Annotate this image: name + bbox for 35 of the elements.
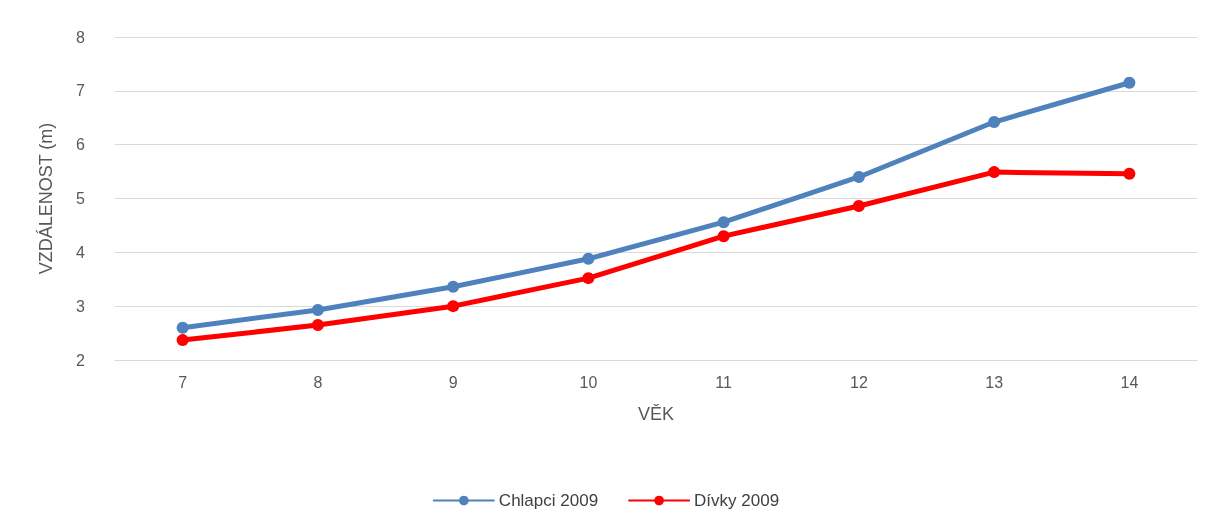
point — [582, 272, 595, 285]
point — [176, 334, 189, 347]
y-tick-label: 8 — [76, 28, 86, 46]
y-tick-label: 5 — [76, 190, 86, 207]
point — [988, 166, 1001, 179]
point — [988, 116, 1001, 129]
point — [852, 170, 865, 183]
point — [447, 300, 460, 313]
x-tick-label: 8 — [313, 373, 323, 391]
point — [311, 319, 324, 331]
x-axis-title: VĚK — [637, 404, 675, 424]
x-tick-label: 9 — [448, 373, 458, 391]
y-tick-label: 4 — [76, 243, 86, 261]
y-tick-label: 7 — [76, 82, 86, 100]
point — [717, 216, 730, 229]
x-tick-label: 14 — [1120, 373, 1139, 391]
legend-label: Chlapci 2009 — [498, 491, 599, 510]
y-tick-label: 2 — [76, 351, 86, 369]
x-tick-label: 12 — [849, 373, 868, 391]
y-axis-title: VZDÁLENOST (m) — [36, 122, 56, 275]
y-tick-label: 3 — [76, 297, 86, 315]
point — [1123, 76, 1136, 89]
point — [717, 230, 730, 243]
point — [582, 252, 595, 265]
y-tick-label: 6 — [76, 136, 86, 154]
point — [852, 200, 865, 213]
x-tick-label: 7 — [178, 373, 188, 391]
x-tick-label: 11 — [715, 373, 733, 391]
x-tick-label: 10 — [579, 373, 598, 391]
point — [176, 321, 189, 334]
point — [1123, 167, 1136, 180]
point — [311, 303, 324, 316]
point — [447, 280, 460, 293]
x-tick-label: 13 — [985, 373, 1004, 391]
legend-label: Dívky 2009 — [694, 491, 780, 510]
